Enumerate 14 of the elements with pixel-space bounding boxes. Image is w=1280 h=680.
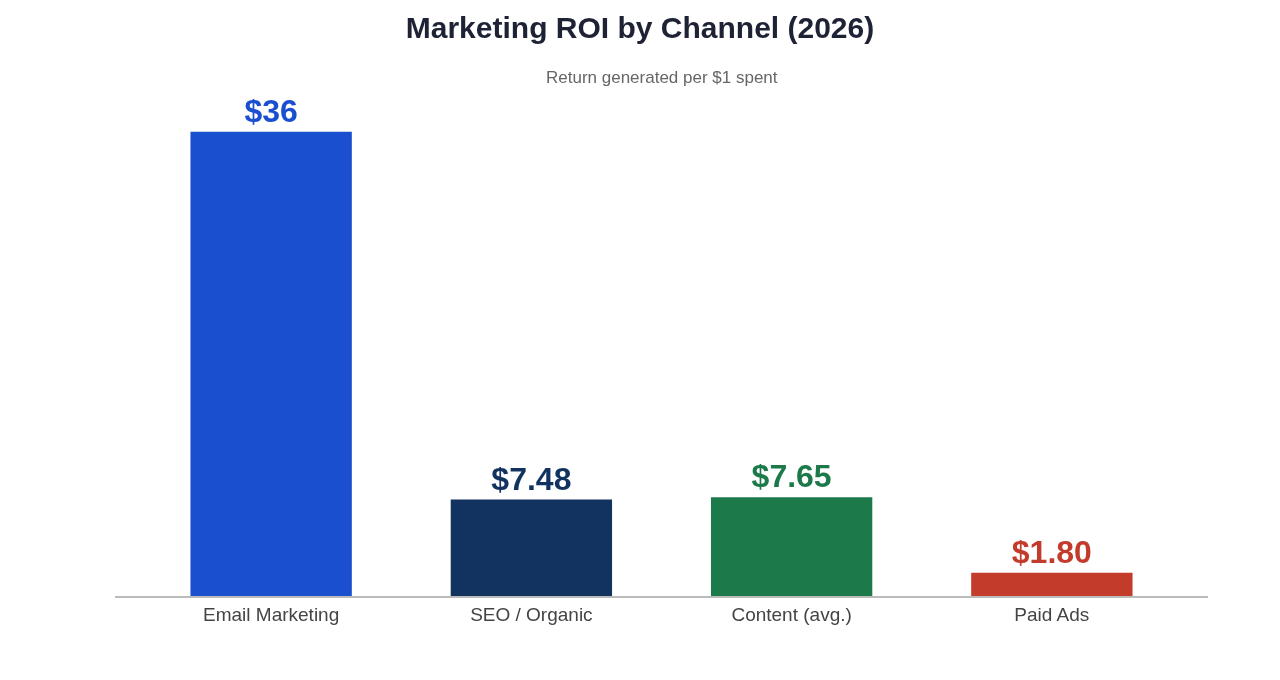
chart-title: Marketing ROI by Channel (2026) xyxy=(405,11,875,44)
bar xyxy=(450,499,613,596)
bar xyxy=(710,497,873,596)
x-tick-label: Content (avg.) xyxy=(731,603,852,625)
x-tick-label: Paid Ads xyxy=(1014,603,1090,625)
data-label: $1.80 xyxy=(1011,533,1092,570)
data-label: $7.65 xyxy=(751,458,832,495)
bar xyxy=(971,572,1133,596)
data-label: $7.48 xyxy=(491,460,572,497)
chart-subtitle: Return generated per $1 spent xyxy=(546,68,778,87)
x-tick-label: Email Marketing xyxy=(203,603,340,625)
x-tick-label: SEO / Organic xyxy=(470,603,593,625)
data-label: $36 xyxy=(244,92,298,129)
bar xyxy=(190,131,352,596)
